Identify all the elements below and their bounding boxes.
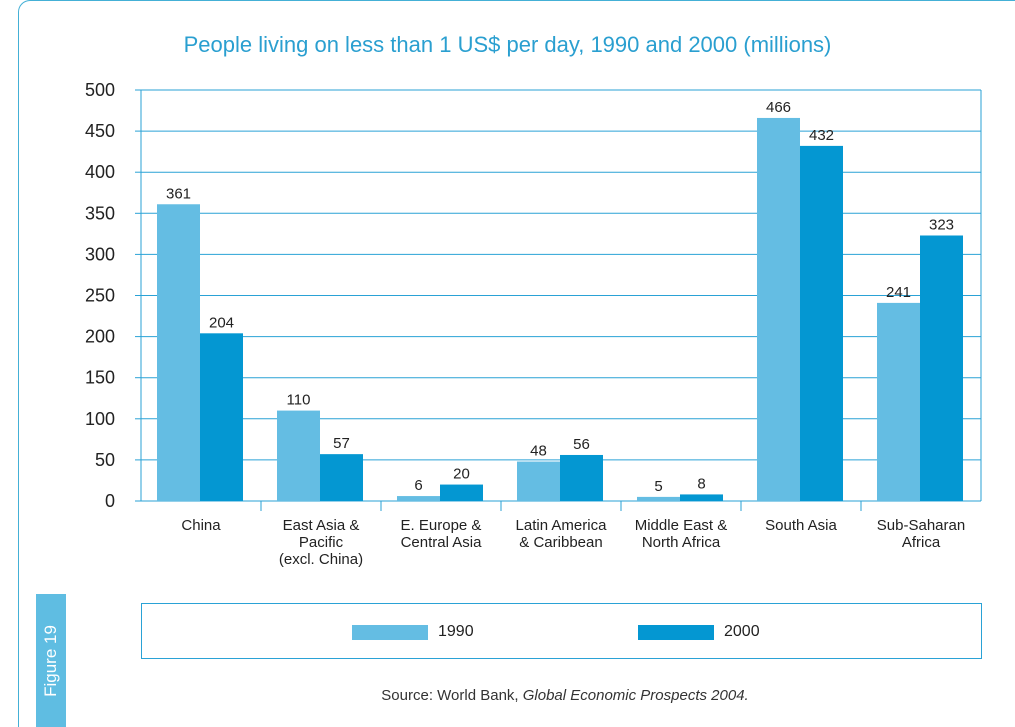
y-tick-label: 500 bbox=[85, 80, 115, 100]
y-tick-label: 200 bbox=[85, 327, 115, 347]
bar-1990 bbox=[277, 410, 320, 501]
y-tick-label: 50 bbox=[95, 450, 115, 470]
category-label: Sub-Saharan bbox=[877, 517, 965, 534]
figure-label: Figure 19 bbox=[41, 624, 60, 697]
category-label: & Caribbean bbox=[519, 534, 602, 551]
data-label-2000: 20 bbox=[453, 466, 470, 483]
category-label: Africa bbox=[902, 534, 941, 551]
data-label-2000: 432 bbox=[809, 127, 834, 144]
category-label: (excl. China) bbox=[279, 551, 363, 568]
category-label: Pacific bbox=[299, 534, 344, 551]
y-tick-label: 400 bbox=[85, 162, 115, 182]
category-label: China bbox=[181, 517, 221, 534]
data-label-2000: 57 bbox=[333, 435, 350, 452]
data-label-1990: 6 bbox=[414, 477, 422, 494]
bar-1990 bbox=[157, 204, 200, 501]
legend-swatch-1990 bbox=[352, 624, 428, 640]
chart-title: People living on less than 1 US$ per day… bbox=[183, 32, 832, 57]
category-label: Latin America bbox=[516, 517, 608, 534]
data-label-1990: 361 bbox=[166, 185, 191, 202]
bar-2000 bbox=[320, 454, 363, 501]
y-tick-label: 150 bbox=[85, 368, 115, 388]
legend-label-2000: 2000 bbox=[724, 623, 760, 640]
category-label: North Africa bbox=[642, 534, 721, 551]
category-label: East Asia & bbox=[283, 517, 360, 534]
legend-item-1990: 1990 bbox=[352, 604, 474, 660]
data-label-1990: 110 bbox=[287, 392, 311, 409]
y-tick-label: 100 bbox=[85, 409, 115, 429]
figure-frame bbox=[18, 0, 1015, 727]
bar-2000 bbox=[440, 484, 483, 501]
bar-1990 bbox=[397, 496, 440, 501]
category-label: South Asia bbox=[765, 517, 837, 534]
data-label-2000: 56 bbox=[573, 436, 590, 453]
data-label-2000: 323 bbox=[929, 216, 954, 233]
data-label-1990: 466 bbox=[766, 99, 791, 116]
source-prefix: Source: World Bank, bbox=[381, 687, 523, 704]
y-tick-label: 300 bbox=[85, 244, 115, 264]
bar-chart: 0 50 100 150 200 250 300 350 400 450 500 361 204 Chin… bbox=[85, 80, 982, 568]
bar-1990 bbox=[757, 117, 800, 501]
y-tick-label: 350 bbox=[85, 203, 115, 223]
data-label-2000: 8 bbox=[697, 475, 705, 492]
legend-label-1990: 1990 bbox=[438, 623, 474, 640]
bar-1990 bbox=[517, 461, 560, 501]
category-label: Central Asia bbox=[401, 534, 483, 551]
bar-2000 bbox=[920, 235, 963, 501]
data-label-1990: 48 bbox=[530, 443, 547, 460]
bar-1990 bbox=[637, 496, 680, 501]
bar-1990 bbox=[877, 302, 920, 501]
y-tick-label: 450 bbox=[85, 121, 115, 141]
category-label: E. Europe & bbox=[401, 517, 482, 534]
source-note: Source: World Bank, Global Economic Pros… bbox=[0, 687, 1015, 704]
legend-item-2000: 2000 bbox=[638, 604, 760, 660]
bar-2000 bbox=[680, 494, 723, 501]
legend: 1990 2000 bbox=[141, 603, 982, 659]
legend-swatch-2000 bbox=[638, 624, 714, 640]
y-tick-label: 0 bbox=[105, 491, 115, 511]
y-tick-label: 250 bbox=[85, 286, 115, 306]
bar-2000 bbox=[800, 145, 843, 501]
bar-2000 bbox=[560, 454, 603, 501]
category-label: Middle East & bbox=[635, 517, 728, 534]
data-label-1990: 241 bbox=[886, 284, 911, 301]
figure-tab: Figure 19 bbox=[36, 594, 66, 727]
bar-2000 bbox=[200, 333, 243, 501]
data-label-2000: 204 bbox=[209, 314, 234, 331]
source-publication: Global Economic Prospects 2004. bbox=[522, 687, 749, 704]
data-label-1990: 5 bbox=[654, 478, 662, 495]
